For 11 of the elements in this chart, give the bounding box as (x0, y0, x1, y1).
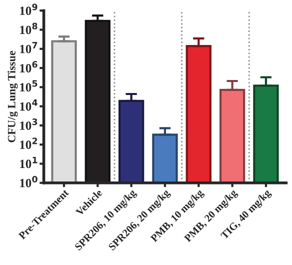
y-tick-label: 10$^{7}$ (20, 42, 38, 54)
y-tick-label: 10$^{1}$ (20, 156, 38, 168)
y-tick-label: 10$^{6}$ (20, 61, 38, 72)
y-tick-label: 10$^{3}$ (20, 118, 38, 130)
y-tick-label: 10$^{9}$ (20, 4, 38, 16)
y-tick-label: 10$^{5}$ (20, 80, 38, 92)
y-tick-label: 10$^{0}$ (20, 176, 38, 188)
y-axis-title: CFU/g Lung Tissue (8, 50, 18, 142)
y-tick-label: 10$^{2}$ (20, 138, 38, 150)
y-tick-label: 10$^{4}$ (20, 99, 38, 111)
y-tick-label: 10$^{8}$ (20, 22, 38, 34)
